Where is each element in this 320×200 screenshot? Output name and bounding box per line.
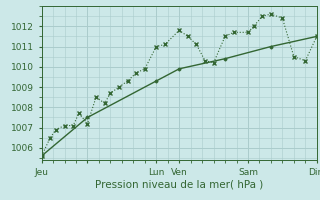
X-axis label: Pression niveau de la mer( hPa ): Pression niveau de la mer( hPa ) — [95, 179, 263, 189]
